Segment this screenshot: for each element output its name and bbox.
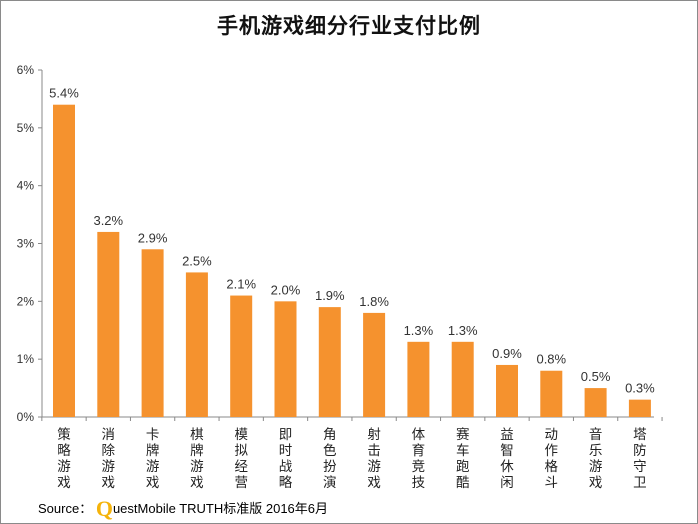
y-tick-label: 5% xyxy=(17,121,35,135)
category-label: 赛车跑酷 xyxy=(456,427,470,491)
bar-value-label: 0.8% xyxy=(536,352,566,367)
category-label: 消除游戏 xyxy=(102,427,116,491)
bar-value-label: 0.3% xyxy=(625,381,655,396)
source-text: uestMobile TRUTH标准版 2016年6月 xyxy=(112,501,329,516)
category-label: 策略游戏 xyxy=(57,426,71,491)
category-label: 益智休闲 xyxy=(500,427,514,491)
bar xyxy=(53,104,75,417)
bar-value-label: 2.9% xyxy=(138,230,168,245)
bar-value-label: 1.9% xyxy=(315,288,345,303)
bar-chart: 0% 1% 2% 3% 4% 5% 6% 5.4% 策略游戏 3.2% 消除游戏 2.9% 卡牌游戏 2.… xyxy=(17,63,663,491)
category-label: 即时战略 xyxy=(279,427,293,491)
bar xyxy=(496,364,518,417)
bar xyxy=(363,312,386,417)
bar xyxy=(274,301,297,417)
y-tick-label: 2% xyxy=(17,294,35,308)
category-label: 模拟经营 xyxy=(234,427,248,491)
bar xyxy=(407,341,430,417)
category-label: 塔防守卫 xyxy=(633,427,647,491)
bar xyxy=(230,295,253,417)
bar xyxy=(540,370,563,417)
category-label: 音乐游戏 xyxy=(589,426,603,491)
bar-value-label: 1.3% xyxy=(448,323,478,338)
category-label: 卡牌游戏 xyxy=(146,427,160,491)
bar-value-label: 1.8% xyxy=(359,294,389,309)
y-tick-label: 4% xyxy=(17,179,35,193)
y-tick-label: 1% xyxy=(17,352,35,366)
bar-value-label: 5.4% xyxy=(49,86,79,101)
category-label: 体育竞技 xyxy=(412,427,426,491)
category-label: 角色扮演 xyxy=(323,427,337,491)
bar xyxy=(628,399,651,417)
bar-value-label: 0.5% xyxy=(581,369,611,384)
bar xyxy=(141,249,164,417)
bar-value-label: 3.2% xyxy=(93,213,123,228)
category-label: 棋牌游戏 xyxy=(190,427,204,491)
bar xyxy=(185,272,208,417)
bar-value-label: 2.5% xyxy=(182,253,212,268)
questmobile-logo-letter: Q xyxy=(95,496,113,521)
bar xyxy=(318,307,341,417)
source-prefix: Source： xyxy=(38,501,93,516)
bar-value-label: 1.3% xyxy=(404,323,434,338)
bar xyxy=(97,231,120,417)
y-tick-label: 0% xyxy=(17,410,35,424)
category-label: 动作格斗 xyxy=(545,427,559,491)
chart-title: 手机游戏细分行业支付比例 xyxy=(217,14,481,38)
y-tick-label: 3% xyxy=(17,237,35,251)
category-label: 射击游戏 xyxy=(367,427,381,491)
bar-value-label: 2.1% xyxy=(226,277,256,292)
bar-value-label: 2.0% xyxy=(271,282,301,297)
bar xyxy=(584,388,607,417)
bar-value-label: 0.9% xyxy=(492,346,522,361)
source-note: Source： QuestMobile TRUTH标准版 2016年6月 xyxy=(38,496,328,522)
bar xyxy=(451,341,474,417)
y-tick-label: 6% xyxy=(17,63,35,77)
